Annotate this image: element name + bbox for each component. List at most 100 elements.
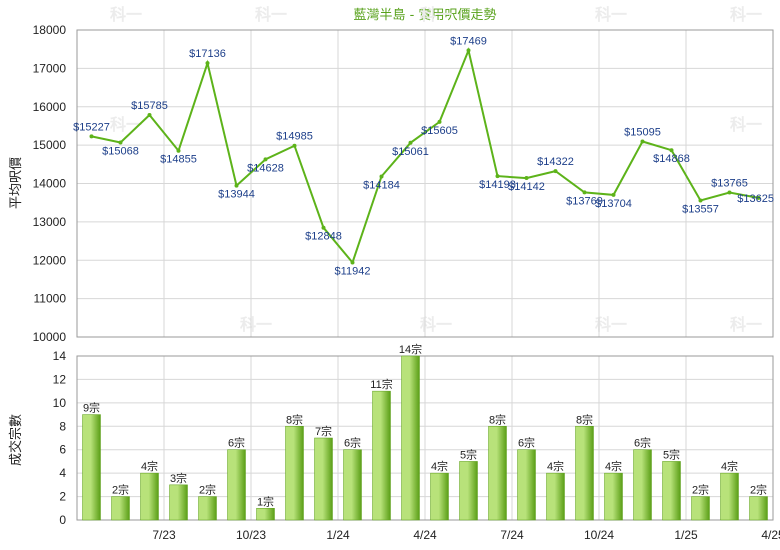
volume-y-tick-6: 12 (53, 372, 67, 386)
price-points (89, 48, 761, 265)
volume-bar-14 (488, 426, 507, 521)
volume-value-label-18: 4宗 (605, 459, 622, 473)
price-point-1 (118, 140, 123, 145)
price-y-ticks: 10000 11000 12000 13000 14000 15000 16000 17000… (33, 23, 67, 344)
watermark-text-2: 科一 (420, 5, 452, 24)
price-value-label-6: $14628 (247, 162, 284, 174)
volume-value-label-14: 8宗 (489, 412, 506, 426)
price-point-22 (727, 190, 732, 195)
price-value-label-2: $15785 (131, 100, 168, 112)
volume-bar-7 (285, 426, 304, 521)
price-value-label-10: $14184 (363, 179, 400, 191)
price-value-label-17: $13769 (566, 195, 603, 207)
volume-bar-8 (314, 437, 333, 521)
volume-value-label-3: 3宗 (170, 471, 187, 485)
volume-value-label-6: 1宗 (257, 494, 274, 508)
volume-bar-10 (372, 390, 391, 521)
watermark-text-9: 科一 (595, 315, 627, 334)
price-y-tick-1: 11000 (34, 292, 67, 306)
price-point-18 (611, 192, 616, 197)
x-tick-label-11: 4/24 (413, 528, 437, 542)
price-point-20 (669, 148, 674, 153)
volume-value-label-16: 4宗 (547, 459, 564, 473)
price-y-tick-6: 16000 (33, 100, 67, 114)
x-tick-label-17: 10/24 (584, 528, 614, 542)
price-point-11 (408, 140, 413, 145)
volume-value-label-7: 8宗 (286, 412, 303, 426)
price-y-axis-label: 平均呎價 (9, 157, 24, 209)
price-value-label-3: $14855 (160, 154, 197, 166)
volume-value-label-20: 5宗 (663, 447, 680, 461)
volume-value-labels: 9宗 2宗 4宗 3宗 2宗 6宗 1宗 8宗 7宗 6宗 11宗 14宗 4宗 5宗 8宗 6宗 4宗 8宗 4宗… (83, 342, 767, 508)
watermark-text-4: 科一 (730, 5, 762, 24)
watermark-text-0: 科一 (110, 5, 142, 24)
volume-value-label-5: 6宗 (228, 436, 245, 450)
watermark-text-1: 科一 (255, 5, 287, 24)
volume-value-label-17: 8宗 (576, 412, 593, 426)
x-tick-label-23: 4/25 (761, 528, 780, 542)
price-point-2 (147, 113, 152, 118)
watermark-text-7: 科一 (240, 315, 272, 334)
volume-value-label-12: 4宗 (431, 459, 448, 473)
price-y-tick-8: 18000 (33, 23, 67, 37)
price-point-5 (234, 183, 239, 188)
volume-bar-4 (198, 496, 217, 521)
price-value-label-18: $13704 (595, 198, 632, 210)
volume-bar-1 (111, 496, 130, 521)
watermark-text-6: 科一 (730, 115, 762, 134)
volume-y-tick-2: 4 (59, 466, 66, 480)
price-point-15 (524, 176, 529, 181)
price-point-3 (176, 148, 181, 153)
x-tick-label-2: 7/23 (152, 528, 176, 542)
price-value-label-20: $14868 (653, 153, 690, 165)
volume-bar-9 (343, 449, 362, 521)
volume-bar-3 (169, 484, 188, 521)
price-value-label-23: $13625 (737, 193, 774, 205)
volume-value-label-2: 4宗 (141, 459, 158, 473)
price-point-14 (495, 174, 500, 179)
price-panel: 10000 11000 12000 13000 14000 15000 16000 17000… (9, 23, 774, 344)
volume-y-tick-4: 8 (59, 419, 66, 433)
volume-bar-0 (82, 414, 101, 521)
volume-value-label-1: 2宗 (112, 483, 129, 497)
watermark-text-10: 科一 (730, 315, 762, 334)
price-value-label-5: $13944 (218, 189, 255, 201)
price-point-6 (263, 157, 268, 162)
watermark-text-5: 科一 (110, 115, 142, 134)
volume-bar-18 (604, 472, 623, 521)
price-y-tick-0: 10000 (33, 330, 67, 344)
price-plot-frame (76, 29, 774, 338)
volume-y-ticks: 0 2 4 6 8 10 12 14 (53, 349, 67, 527)
volume-value-label-21: 2宗 (692, 483, 709, 497)
price-value-label-11: $15061 (392, 146, 429, 158)
price-value-label-13: $17469 (450, 35, 487, 47)
volume-y-tick-0: 0 (59, 513, 66, 527)
volume-value-label-13: 5宗 (460, 447, 477, 461)
price-value-labels: $15227 $15068 $15785 $14855 $17136 $13944 $146… (73, 35, 774, 277)
x-tick-label-8: 1/24 (326, 528, 350, 542)
price-point-17 (582, 190, 587, 195)
volume-bar-11 (401, 355, 420, 521)
price-point-16 (553, 169, 558, 174)
x-tick-label-5: 10/23 (236, 528, 266, 542)
price-value-label-9: $11942 (335, 265, 371, 277)
price-point-19 (640, 139, 645, 144)
volume-value-label-15: 6宗 (518, 436, 535, 450)
price-gridlines (77, 29, 774, 338)
volume-bar-16 (546, 472, 565, 521)
watermark-text-8: 科一 (420, 315, 452, 334)
price-value-label-19: $15095 (624, 126, 661, 138)
price-value-label-21: $13557 (682, 204, 719, 216)
price-value-label-0: $15227 (73, 121, 110, 133)
volume-bar-19 (633, 449, 652, 521)
volume-bar-23 (749, 496, 768, 521)
volume-bar-2 (140, 472, 159, 521)
price-y-tick-5: 15000 (33, 138, 67, 152)
price-point-4 (205, 61, 210, 66)
volume-value-label-8: 7宗 (315, 424, 332, 438)
x-tick-label-20: 1/25 (674, 528, 698, 542)
price-value-label-1: $15068 (102, 146, 139, 158)
volume-panel: 0 2 4 6 8 10 12 14 成交宗數 9宗 2宗 4宗 3宗 2宗 6宗 1宗 8宗 7宗 6宗 11宗… (8, 342, 780, 542)
chart-title: 藍灣半島 - 實用呎價走勢 (354, 7, 497, 23)
